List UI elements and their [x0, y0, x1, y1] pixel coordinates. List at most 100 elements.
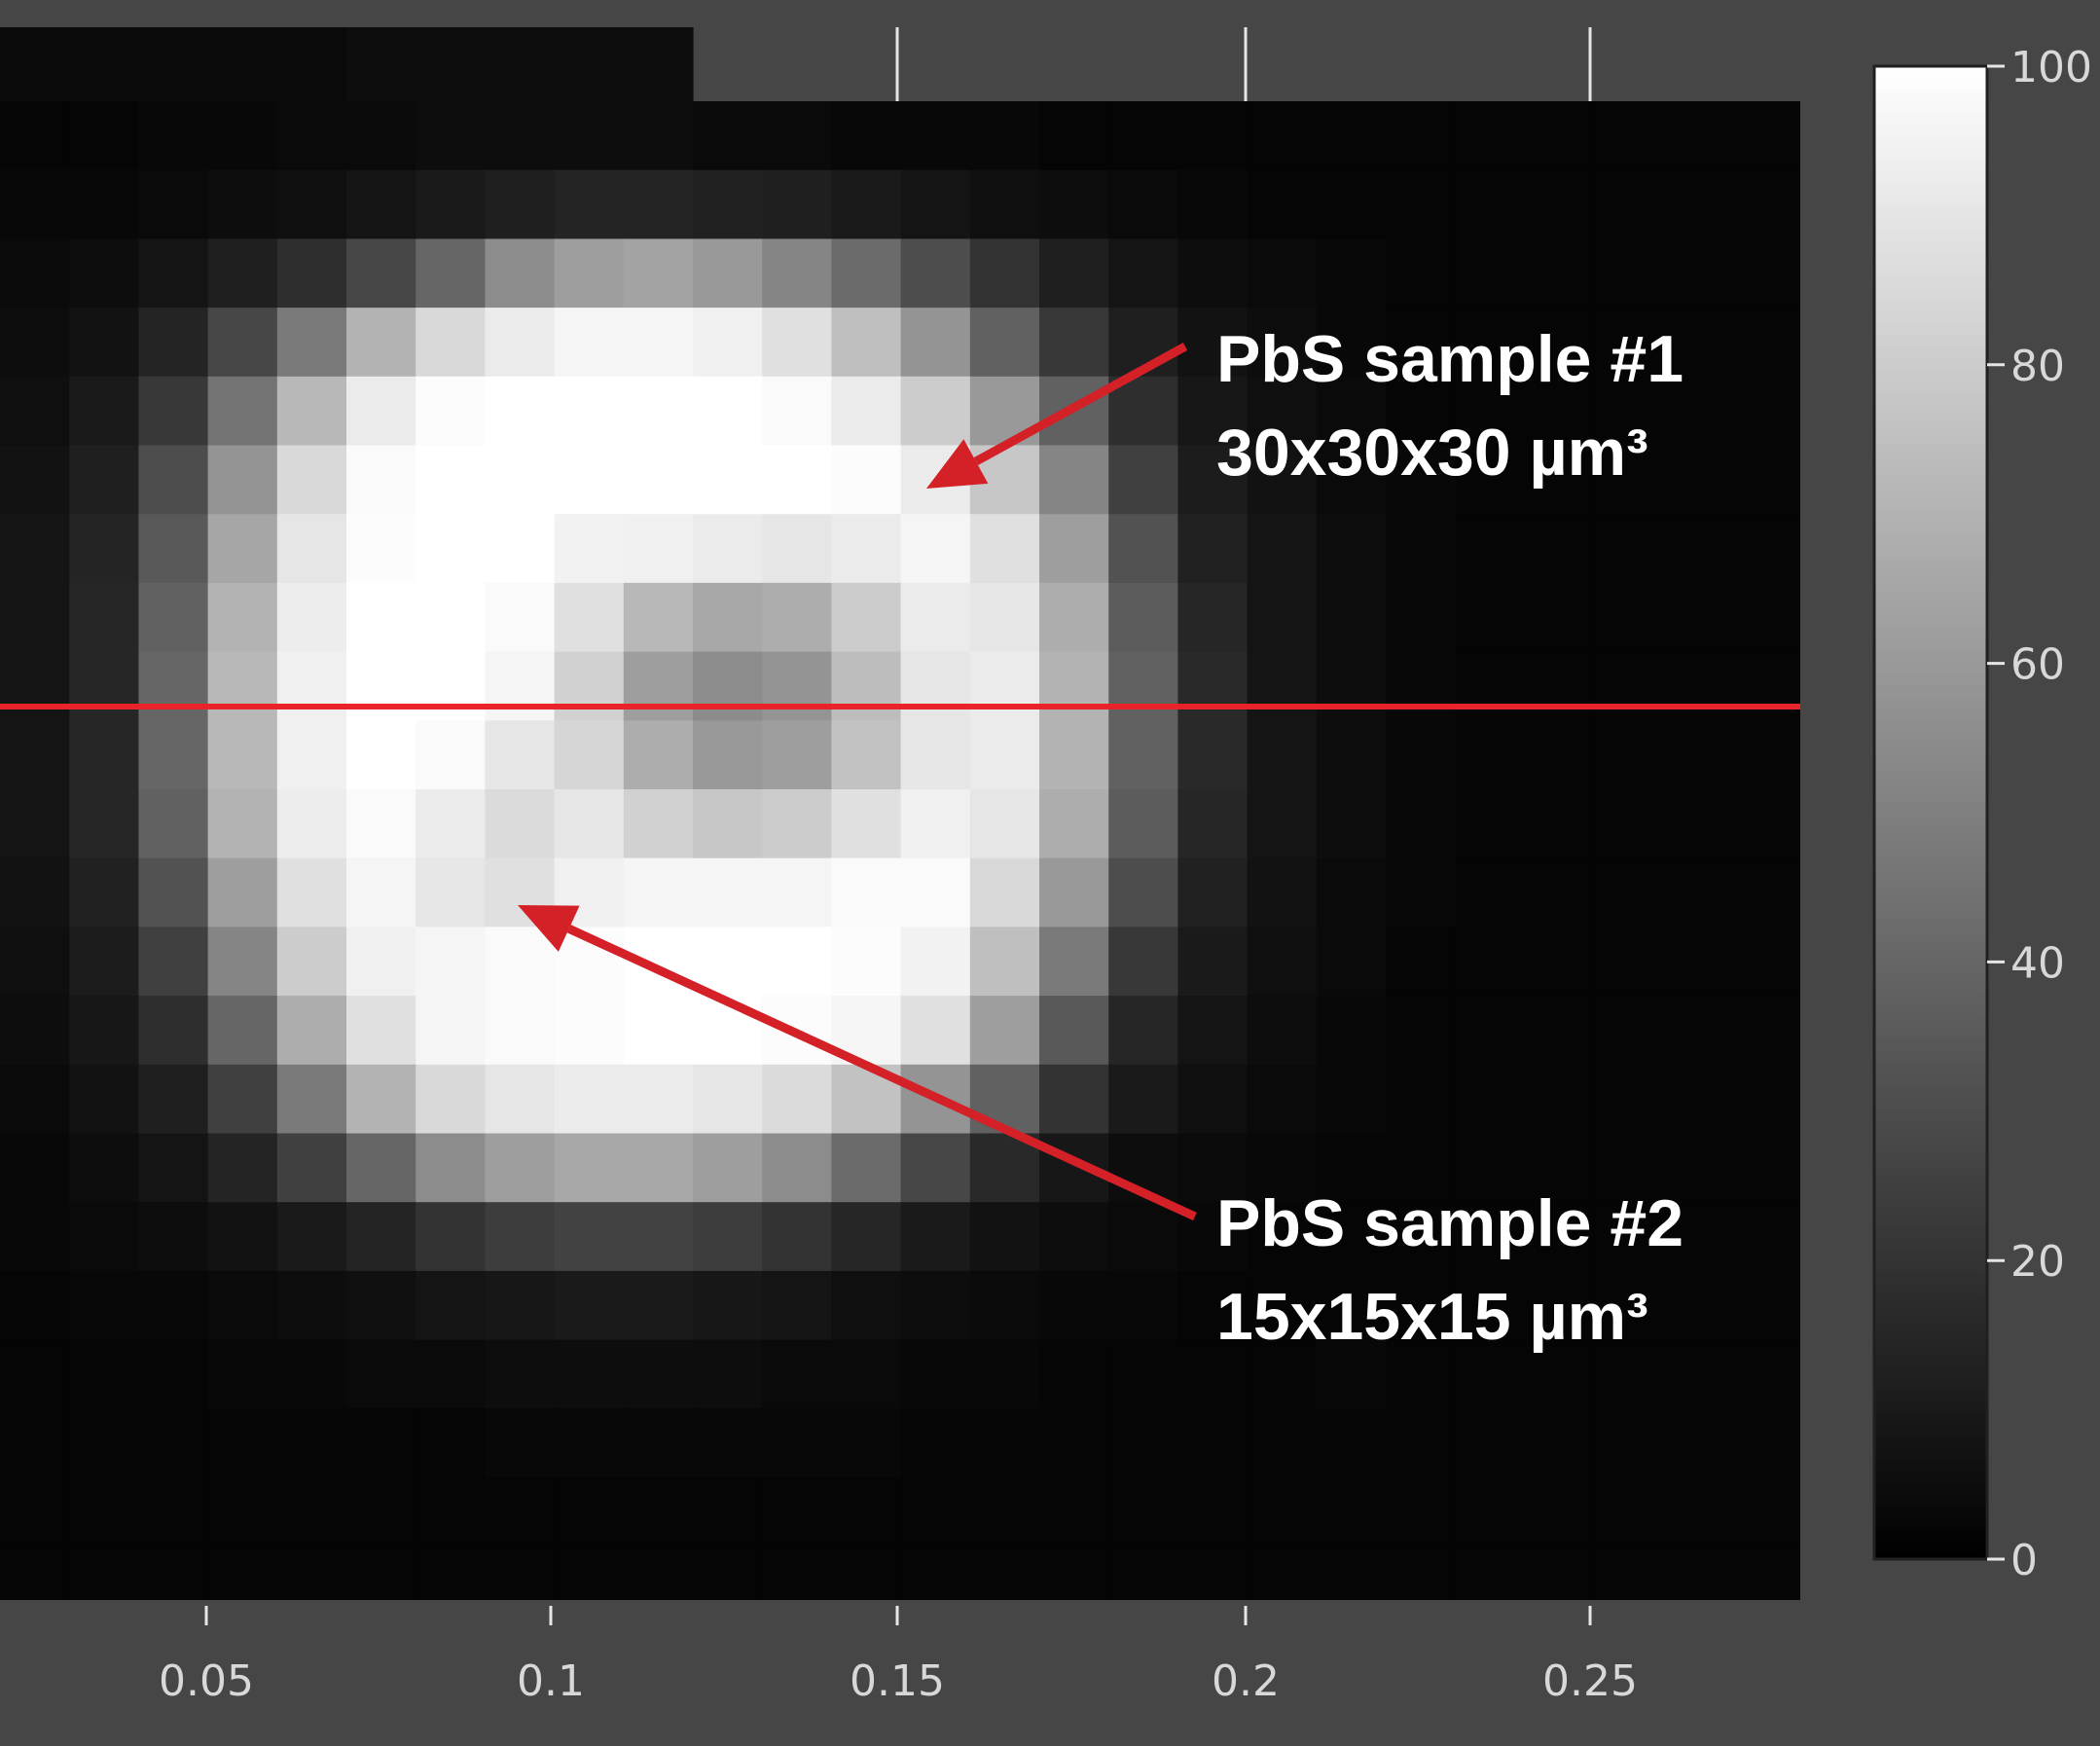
- heatmap-cell: [276, 308, 347, 378]
- heatmap-cell: [693, 101, 763, 171]
- heatmap-cell: [1732, 1477, 1800, 1547]
- heatmap-cell: [69, 376, 139, 447]
- heatmap-cell: [1177, 238, 1249, 309]
- annotation-arrows: [518, 343, 1197, 1221]
- heatmap-cell: [276, 1408, 347, 1478]
- heatmap-cell: [138, 169, 209, 239]
- heatmap-cell: [1108, 1339, 1178, 1409]
- heatmap-cell: [346, 789, 416, 859]
- x-tick-label: 0.2: [1212, 1656, 1280, 1706]
- heatmap-cell: [831, 308, 902, 378]
- annotation-label: 30x30x30 µm³: [1216, 416, 1648, 490]
- annotation-label: 15x15x15 µm³: [1216, 1280, 1648, 1354]
- strip-cell: [69, 27, 139, 101]
- heatmap-cell: [138, 514, 209, 584]
- heatmap-cell: [485, 1408, 556, 1478]
- heatmap-cell: [623, 1546, 694, 1600]
- heatmap-cell: [69, 238, 139, 309]
- heatmap-cell: [623, 1408, 694, 1478]
- heatmap-cell: [623, 996, 694, 1066]
- colorbar-tick-label: 0: [2010, 1536, 2038, 1585]
- heatmap-cell: [1247, 1270, 1318, 1341]
- heatmap-cell: [1593, 582, 1664, 653]
- heatmap-cell: [138, 1064, 209, 1135]
- heatmap-cell: [138, 1477, 209, 1547]
- heatmap-cell: [276, 996, 347, 1066]
- heatmap-cell: [1177, 1339, 1249, 1409]
- heatmap-cell: [969, 651, 1040, 721]
- heatmap-cell: [554, 376, 625, 447]
- heatmap-cell: [1108, 238, 1178, 309]
- heatmap-cell: [831, 1133, 902, 1203]
- heatmap-cell: [1039, 238, 1109, 309]
- heatmap-cell: [416, 445, 486, 515]
- heatmap-cell: [207, 376, 278, 447]
- heatmap-cell: [0, 996, 70, 1066]
- heatmap-cell: [138, 445, 209, 515]
- heatmap-cell: [1386, 101, 1456, 171]
- heatmap-cell: [1108, 1270, 1178, 1341]
- heatmap-cell: [693, 238, 763, 309]
- heatmap-cell: [1108, 514, 1178, 584]
- heatmap-cell: [1177, 789, 1249, 859]
- heatmap-cell: [1524, 169, 1595, 239]
- heatmap-cell: [207, 651, 278, 721]
- heatmap-cell: [485, 720, 556, 790]
- heatmap-cell: [969, 996, 1040, 1066]
- heatmap-cell: [693, 582, 763, 653]
- plot-area: [0, 101, 1800, 1600]
- heatmap-cell: [1386, 857, 1456, 928]
- heatmap-cell: [0, 1270, 70, 1341]
- heatmap-cell: [831, 582, 902, 653]
- heatmap-cell: [1177, 1133, 1249, 1203]
- heatmap-cell: [1316, 582, 1387, 653]
- heatmap-cell: [1039, 1339, 1109, 1409]
- heatmap-cell: [1316, 101, 1387, 171]
- heatmap-cell: [693, 651, 763, 721]
- heatmap-cell: [831, 789, 902, 859]
- heatmap-cell: [69, 720, 139, 790]
- heatmap-cell: [416, 996, 486, 1066]
- heatmap-cell: [1455, 1408, 1525, 1478]
- heatmap-cell: [346, 445, 416, 515]
- heatmap-cell: [1316, 169, 1387, 239]
- heatmap-cell: [207, 308, 278, 378]
- heatmap-cell: [416, 582, 486, 653]
- heatmap-cell: [1316, 1546, 1387, 1600]
- heatmap-cell: [1108, 445, 1178, 515]
- heatmap-cell: [0, 582, 70, 653]
- heatmap-cell: [1524, 857, 1595, 928]
- heatmap-cell: [693, 1477, 763, 1547]
- heatmap-cell: [1177, 1546, 1249, 1600]
- heatmap-cell: [416, 308, 486, 378]
- heatmap-cell: [138, 651, 209, 721]
- heatmap-cell: [969, 1546, 1040, 1600]
- heatmap-cell: [346, 720, 416, 790]
- arrow-head: [518, 905, 580, 952]
- heatmap-cell: [276, 582, 347, 653]
- heatmap-cell: [1316, 1408, 1387, 1478]
- heatmap-cell: [969, 1133, 1040, 1203]
- heatmap-cell: [1662, 927, 1733, 997]
- heatmap-cell: [346, 996, 416, 1066]
- heatmap-cell: [416, 789, 486, 859]
- heatmap-cell: [346, 1064, 416, 1135]
- heatmap-cell: [831, 1202, 902, 1272]
- heatmap-cell: [1524, 1339, 1595, 1409]
- heatmap-cell: [1732, 1546, 1800, 1600]
- heatmap-cell: [0, 720, 70, 790]
- heatmap-cell: [485, 1064, 556, 1135]
- heatmap-cell: [1316, 376, 1387, 447]
- heatmap-cell: [69, 927, 139, 997]
- heatmap-cell: [416, 1477, 486, 1547]
- heatmap-cell: [900, 857, 971, 928]
- heatmap-cell: [207, 789, 278, 859]
- heatmap-cell: [623, 1270, 694, 1341]
- heatmap-cell: [346, 308, 416, 378]
- heatmap-cell: [485, 376, 556, 447]
- heatmap-cell: [1177, 582, 1249, 653]
- heatmap-cell: [831, 857, 902, 928]
- heatmap-cell: [1593, 1546, 1664, 1600]
- heatmap-cell: [1455, 1546, 1525, 1600]
- heatmap-cell: [1177, 927, 1249, 997]
